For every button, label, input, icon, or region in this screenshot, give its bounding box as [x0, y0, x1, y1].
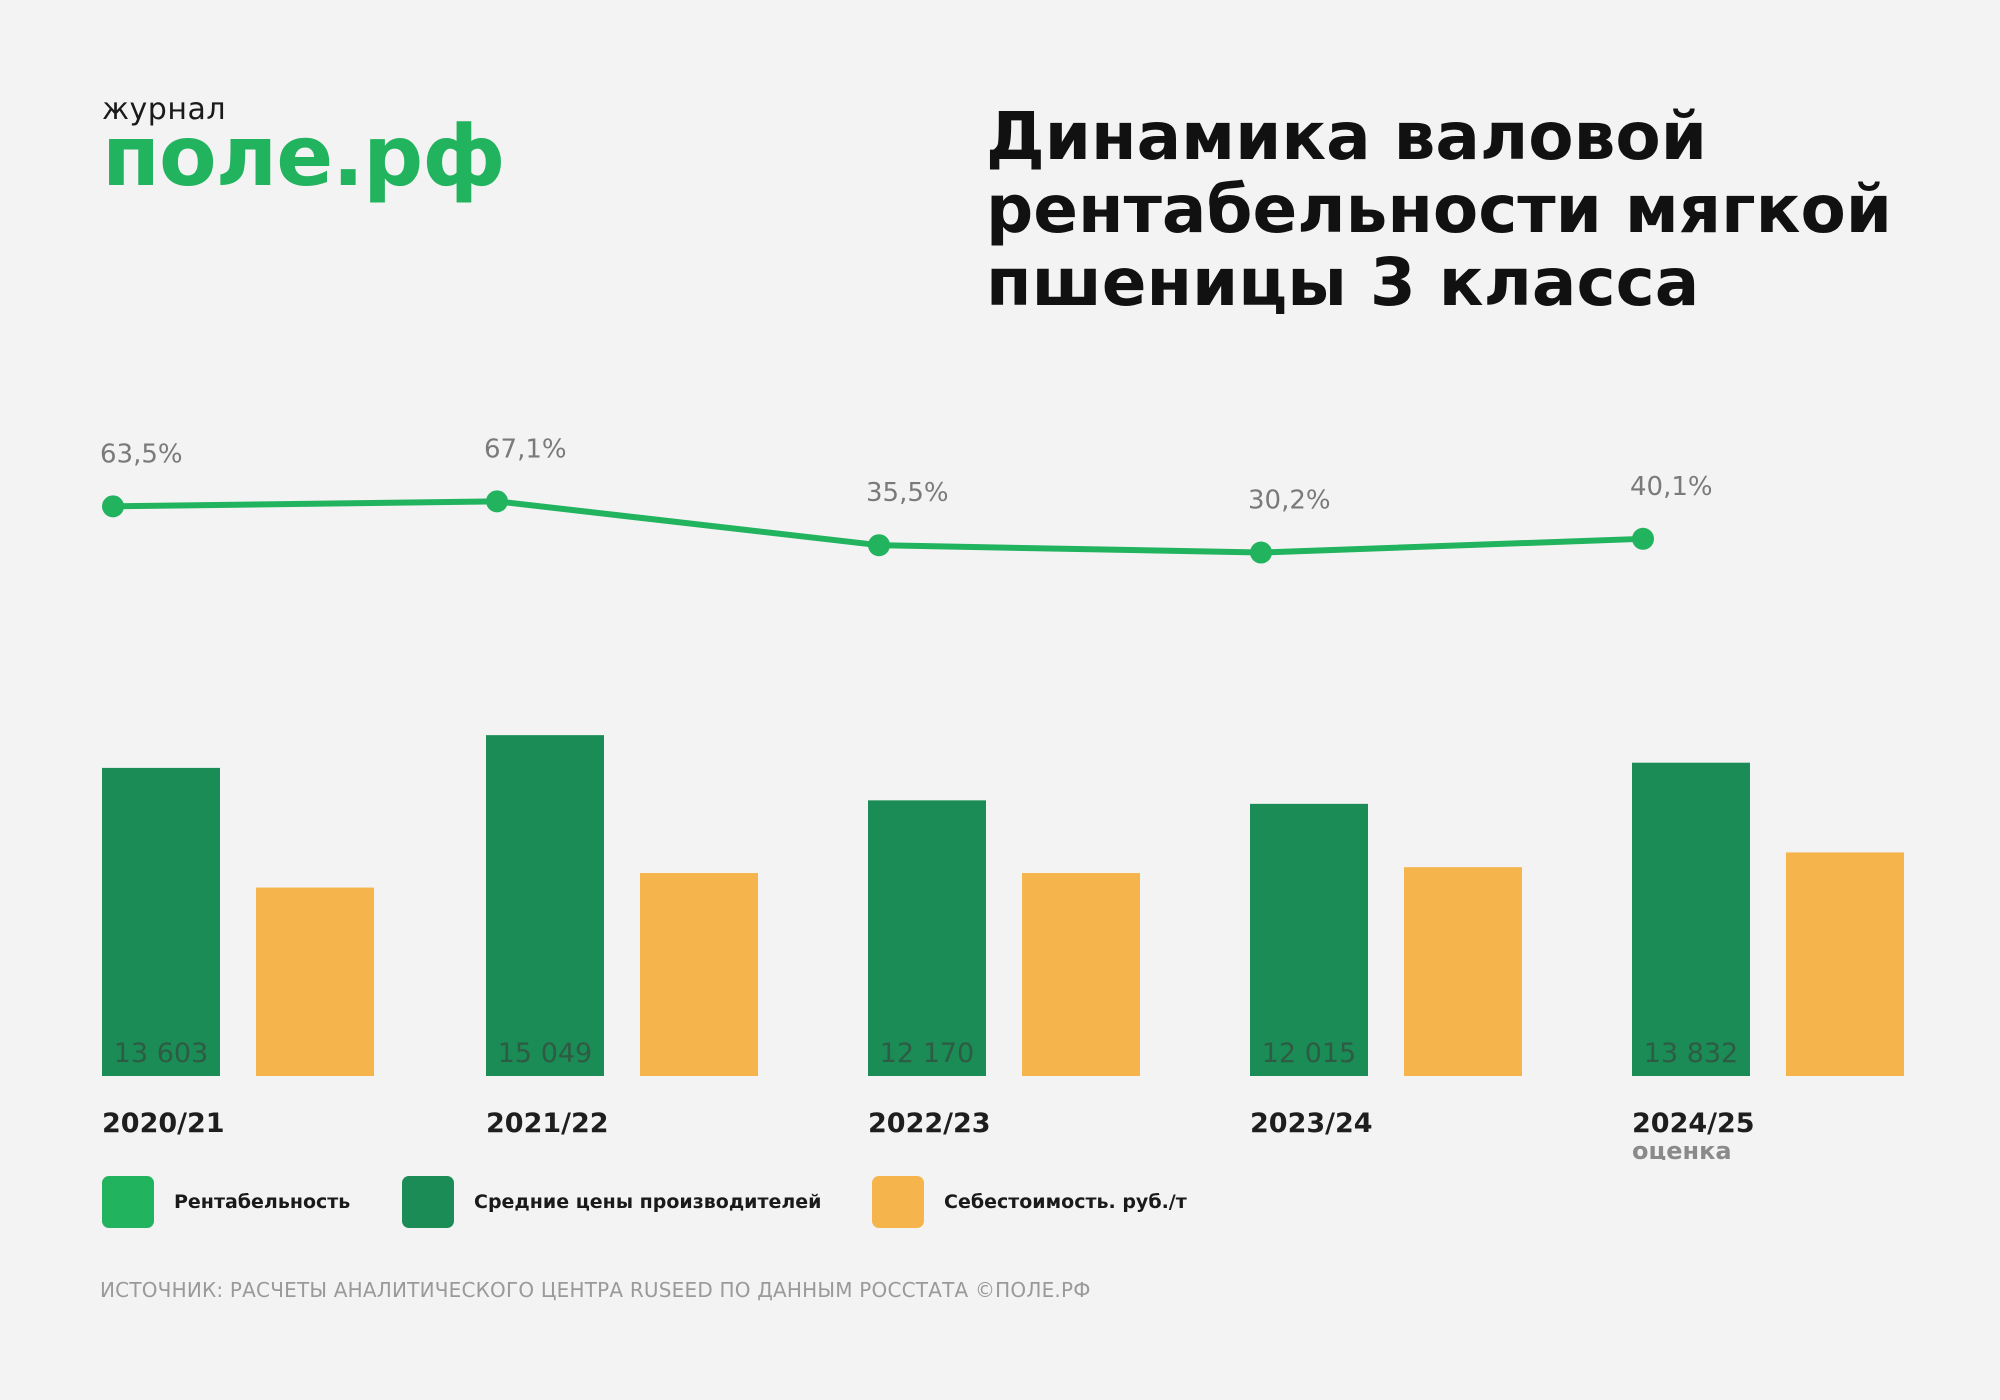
bar-price [868, 800, 986, 1076]
bar-price-label: 12 015 [1262, 1038, 1356, 1069]
chart-title: Динамика валовой рентабельности мягкой п… [986, 100, 1946, 319]
bar-price-label: 15 049 [498, 1038, 592, 1069]
profitability-point [1632, 527, 1654, 550]
profitability-label: 63,5% [100, 439, 183, 469]
category-label: 2022/23 [868, 1108, 991, 1139]
profitability-point [486, 490, 508, 513]
profitability-point [1250, 541, 1272, 564]
chart: 13 603 15 049 12 170 12 015 13 832 63,5% 67,1… [100, 434, 1904, 1160]
logo-main-text: поле.рф [102, 107, 506, 205]
bar-cost [640, 873, 758, 1076]
legend-item-cost: Себестоимость. руб./т [872, 1176, 1187, 1228]
bar-price [486, 735, 604, 1076]
logo-small-text: журнал [102, 92, 226, 127]
category-label: 2024/25 [1632, 1108, 1755, 1139]
bar-cost [1786, 852, 1904, 1076]
category-labels: 2020/21 2021/22 2022/23 2023/24 2024/25оценк… [102, 1108, 1755, 1160]
legend-swatch [402, 1176, 454, 1228]
legend-swatch [102, 1176, 154, 1228]
bar-price [102, 767, 220, 1076]
bar-price [1632, 762, 1750, 1076]
title-line: Динамика валовой [986, 98, 1708, 175]
legend-label: Рентабельность [174, 1191, 351, 1213]
profitability-label: 40,1% [1630, 472, 1713, 502]
category-label: 2020/21 [102, 1108, 225, 1139]
legend-swatch [872, 1176, 924, 1228]
legend-label: Средние цены производителей [474, 1191, 822, 1213]
legend-item-profitability: Рентабельность [102, 1176, 350, 1228]
bar-price-label: 12 170 [880, 1038, 974, 1069]
profitability-label: 30,2% [1248, 486, 1331, 516]
logo: журнал поле.рф [102, 92, 542, 222]
profitability-point [102, 495, 124, 518]
bar-cost [1404, 867, 1522, 1076]
legend-label: Себестоимость. руб./т [944, 1191, 1187, 1213]
legend-item-prices: Средние цены производителей [402, 1176, 822, 1228]
bar-cost [1022, 873, 1140, 1076]
category-sublabel: оценка [1632, 1137, 1732, 1160]
category-label: 2023/24 [1250, 1108, 1373, 1139]
title-line: пшеницы 3 класса [986, 244, 1700, 321]
bar-cost [256, 887, 374, 1076]
bar-price [1250, 803, 1368, 1076]
bar-price-label: 13 832 [1644, 1038, 1738, 1069]
title-line: рентабельности мягкой [986, 171, 1893, 248]
category-label: 2021/22 [486, 1108, 609, 1139]
profitability-label: 67,1% [484, 434, 567, 464]
profitability-label: 35,5% [866, 478, 949, 508]
profitability-point [868, 534, 890, 557]
line-layer: 63,5% 67,1% 35,5% 30,2% 40,1% [100, 434, 1713, 564]
bars-layer: 13 603 15 049 12 170 12 015 13 832 [102, 735, 1904, 1076]
bar-price-label: 13 603 [114, 1038, 208, 1069]
source-note: ИСТОЧНИК: РАСЧЕТЫ АНАЛИТИЧЕСКОГО ЦЕНТРА … [100, 1278, 1091, 1302]
